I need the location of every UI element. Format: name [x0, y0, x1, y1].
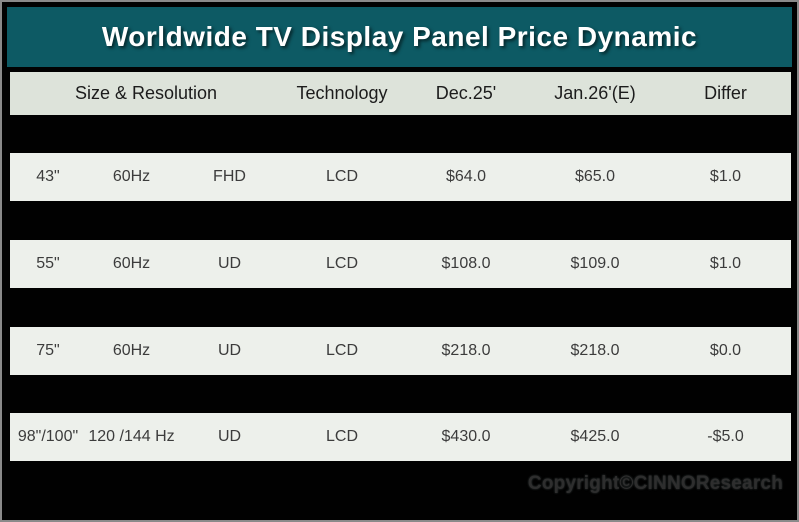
- cell-refresh: 60Hz: [112, 342, 151, 359]
- cell-dec25: $218.0: [441, 342, 491, 359]
- copyright-watermark: Copyright©CINNOResearch: [527, 473, 783, 494]
- header-jan26: Jan.26'(E): [554, 83, 636, 103]
- cell-refresh: 60Hz: [112, 255, 151, 272]
- table-row: 75" 60Hz UD LCD $218.0 $218.0 $0.0: [10, 327, 791, 375]
- cell-technology: LCD: [325, 428, 358, 445]
- header-size-resolution: Size & Resolution: [74, 83, 218, 103]
- cell-resolution: FHD: [213, 168, 246, 185]
- cell-dec25: $64.0: [445, 168, 487, 185]
- cell-dec25: $108.0: [441, 255, 491, 272]
- cell-jan26: $425.0: [570, 428, 620, 445]
- table-row: 55" 60Hz UD LCD $108.0 $109.0 $1.0: [10, 240, 791, 288]
- header-dec25: Dec.25': [435, 83, 497, 103]
- cell-differ: $1.0: [709, 168, 742, 185]
- cell-resolution: UD: [217, 342, 242, 359]
- cell-jan26: $65.0: [574, 168, 616, 185]
- cell-jan26: $109.0: [570, 255, 620, 272]
- page-title: Worldwide TV Display Panel Price Dynamic: [101, 21, 698, 52]
- header-technology: Technology: [296, 83, 388, 103]
- cell-differ: -$5.0: [707, 428, 744, 445]
- table-row: 98"/100" 120 /144 Hz UD LCD $430.0 $425.…: [10, 413, 791, 461]
- cell-jan26: $218.0: [570, 342, 620, 359]
- cell-size: 98"/100": [17, 428, 79, 445]
- cell-size: 43": [36, 168, 60, 185]
- cell-technology: LCD: [325, 168, 358, 185]
- cell-technology: LCD: [325, 255, 358, 272]
- cell-resolution: UD: [217, 428, 242, 445]
- cell-size: 55": [36, 255, 60, 272]
- cell-dec25: $430.0: [441, 428, 491, 445]
- cell-refresh: 120 /144 Hz: [88, 428, 175, 445]
- cell-resolution: UD: [217, 255, 242, 272]
- table-header-row: Size & Resolution Technology Dec.25' Jan…: [10, 72, 791, 115]
- title-bar: Worldwide TV Display Panel Price Dynamic: [7, 7, 792, 67]
- cell-size: 75": [36, 342, 60, 359]
- cell-refresh: 60Hz: [112, 168, 151, 185]
- table-row: 43" 60Hz FHD LCD $64.0 $65.0 $1.0: [10, 153, 791, 201]
- cell-differ: $1.0: [709, 255, 742, 272]
- header-differ: Differ: [704, 83, 747, 103]
- cell-technology: LCD: [325, 342, 358, 359]
- cell-differ: $0.0: [709, 342, 742, 359]
